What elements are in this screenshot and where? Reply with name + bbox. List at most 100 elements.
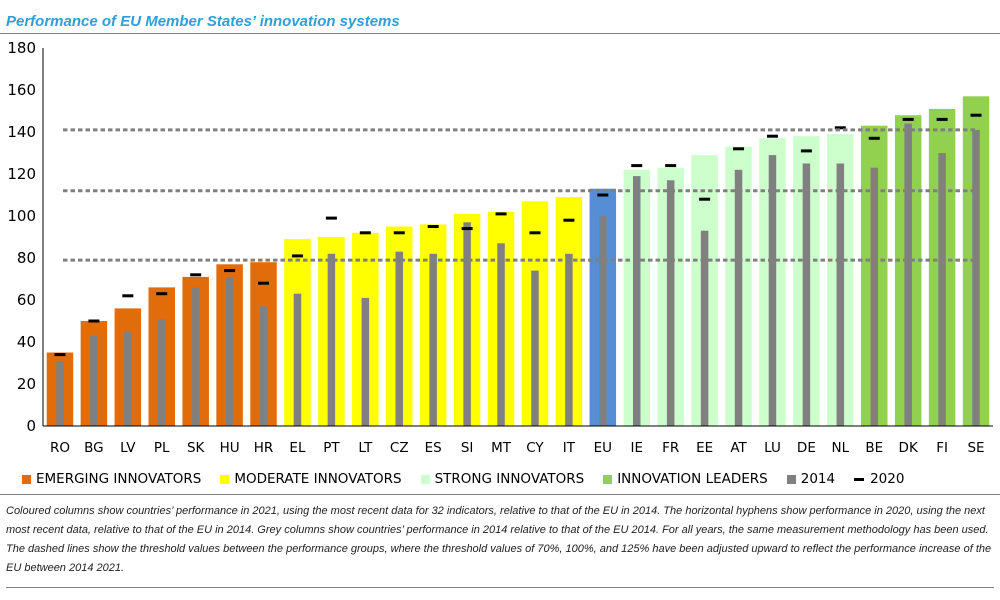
y-tick-label: 0 bbox=[26, 417, 36, 435]
legend-label: STRONG INNOVATORS bbox=[434, 471, 585, 487]
bottom-rule bbox=[6, 587, 994, 588]
marker-2020-lv bbox=[122, 294, 134, 298]
marker-2020-ee bbox=[699, 197, 711, 201]
x-axis-labels: RO BG LV PL SK HU HR EL PT LT CZ ES SI MT CY IT EU IE FR EE… bbox=[50, 440, 985, 456]
y-tick-label: 160 bbox=[7, 81, 36, 99]
legend-swatch bbox=[420, 474, 430, 484]
markers-2020 bbox=[54, 113, 982, 357]
bar-2014-ie bbox=[633, 176, 641, 426]
bar-2014-de bbox=[802, 163, 811, 426]
x-tick-label: CZ bbox=[390, 440, 409, 456]
y-tick-label: 100 bbox=[7, 207, 36, 225]
marker-2020-si bbox=[461, 227, 473, 231]
bar-2014-es bbox=[429, 253, 437, 426]
x-tick-label: LT bbox=[358, 440, 373, 456]
bar-2014-fr bbox=[666, 180, 675, 426]
legend-label: MODERATE INNOVATORS bbox=[234, 471, 402, 487]
bar-2014-si bbox=[463, 222, 471, 426]
legend-item: 2014 bbox=[786, 471, 836, 487]
marker-2020-pl bbox=[156, 292, 168, 296]
bar-2014-at bbox=[734, 169, 743, 427]
marker-2020-mt bbox=[495, 212, 507, 216]
x-tick-label: BG bbox=[84, 440, 104, 456]
legend-swatch bbox=[786, 474, 796, 484]
marker-2020-de bbox=[800, 149, 812, 153]
chart-title: Performance of EU Member States’ innovat… bbox=[6, 13, 400, 30]
x-tick-label: CY bbox=[526, 440, 544, 456]
bar-2014-hr bbox=[259, 306, 268, 426]
marker-2020-cz bbox=[393, 231, 405, 235]
bar-2014-hu bbox=[225, 276, 234, 426]
marker-2020-lt bbox=[359, 231, 371, 235]
x-tick-label: DE bbox=[797, 440, 816, 456]
legend-rule bbox=[0, 494, 1000, 495]
x-tick-label: EE bbox=[696, 440, 713, 456]
legend-swatch bbox=[22, 474, 31, 484]
marker-2020-it bbox=[563, 218, 575, 222]
bar-2014-ee bbox=[700, 230, 709, 426]
bar-2014-pt bbox=[327, 253, 336, 426]
marker-2020-sk bbox=[190, 273, 202, 277]
legend-item: INNOVATION LEADERS bbox=[603, 471, 768, 487]
y-tick-label: 120 bbox=[7, 165, 36, 183]
bar-2014-mt bbox=[497, 243, 505, 426]
x-tick-label: EL bbox=[289, 440, 306, 456]
axes bbox=[42, 48, 993, 427]
marker-2020-eu bbox=[597, 193, 609, 197]
chart-footnote: Coloured columns show countries’ perform… bbox=[6, 505, 992, 574]
marker-2020-bg bbox=[88, 319, 100, 323]
marker-2020-pt bbox=[325, 216, 337, 220]
bar-2014-pl bbox=[158, 318, 166, 426]
bar-2014-lv bbox=[124, 331, 132, 426]
legend-swatch bbox=[603, 474, 613, 484]
marker-2020-hu bbox=[224, 269, 236, 273]
x-tick-label: ES bbox=[425, 440, 442, 456]
marker-2020-ie bbox=[631, 164, 643, 168]
x-tick-label: IE bbox=[630, 440, 643, 456]
x-tick-label: HU bbox=[220, 440, 240, 456]
marker-2020-at bbox=[733, 147, 745, 151]
x-tick-label: BE bbox=[865, 440, 883, 456]
x-tick-label: FI bbox=[936, 440, 948, 456]
bar-2014-lt bbox=[361, 297, 370, 426]
x-tick-label: FR bbox=[662, 440, 679, 456]
y-tick-label: 180 bbox=[7, 39, 36, 57]
marker-2020-be bbox=[868, 136, 880, 140]
legend-label: EMERGING INNOVATORS bbox=[36, 471, 202, 487]
marker-2020-ro bbox=[54, 353, 66, 357]
y-tick-label: 140 bbox=[7, 123, 36, 141]
marker-2020-dk bbox=[902, 117, 914, 121]
x-tick-label: HR bbox=[254, 440, 274, 456]
x-tick-label: SI bbox=[461, 440, 474, 456]
bars-2014 bbox=[56, 123, 980, 427]
y-tick-label: 60 bbox=[17, 291, 36, 309]
bar-2014-be bbox=[870, 167, 878, 426]
threshold-lines bbox=[63, 128, 975, 262]
marker-2020-se bbox=[970, 113, 982, 117]
bar-chart: 0 20 40 60 80 100 120 140 160 180 RO BG LV PL SK HU HR E… bbox=[7, 39, 993, 456]
x-tick-label: LU bbox=[764, 440, 781, 456]
marker-2020-nl bbox=[834, 126, 846, 130]
y-tick-label: 40 bbox=[17, 333, 36, 351]
bar-2014-se bbox=[972, 129, 980, 426]
marker-2020-hr bbox=[258, 281, 270, 285]
bar-2014-cy bbox=[531, 270, 539, 426]
bar-2014-lu bbox=[768, 155, 777, 426]
x-tick-label: MT bbox=[491, 440, 512, 456]
bar-2014-dk bbox=[904, 123, 912, 426]
legend-swatch bbox=[220, 474, 230, 484]
legend-item: EMERGING INNOVATORS bbox=[22, 471, 201, 487]
legend-item: MODERATE INNOVATORS bbox=[220, 471, 402, 487]
bar-2014-fi bbox=[938, 153, 946, 426]
marker-2020-fi bbox=[936, 117, 948, 121]
x-tick-label: PT bbox=[323, 440, 340, 456]
x-tick-label: RO bbox=[50, 440, 70, 456]
marker-2020-cy bbox=[529, 231, 541, 235]
y-tick-label: 20 bbox=[17, 375, 36, 393]
x-tick-label: IT bbox=[563, 440, 576, 456]
legend-marker bbox=[854, 477, 865, 481]
bar-2014-nl bbox=[836, 163, 845, 426]
marker-2020-el bbox=[291, 254, 303, 258]
legend-label: 2014 bbox=[800, 471, 836, 487]
y-tick-label: 80 bbox=[17, 249, 36, 267]
